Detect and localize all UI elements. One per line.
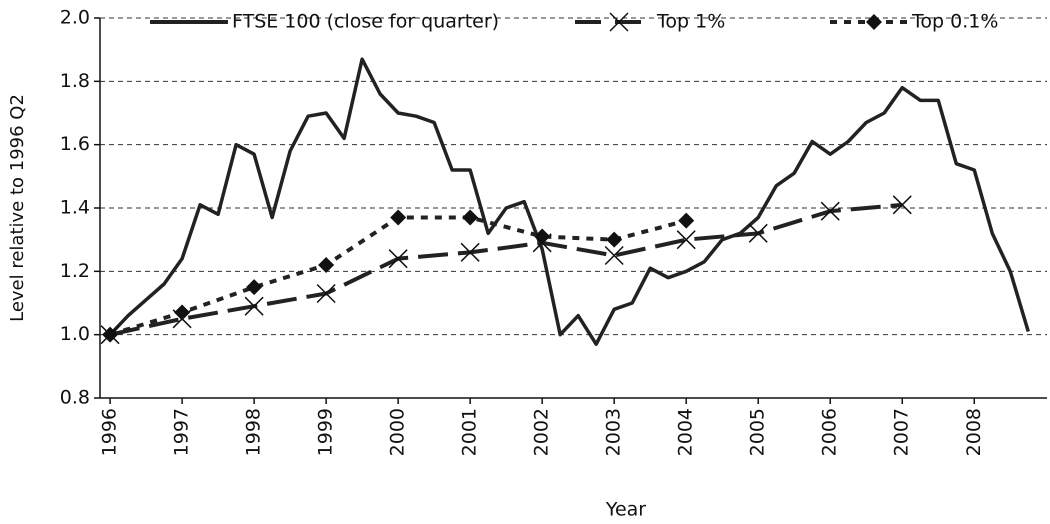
point-marker [462,209,479,226]
point-marker [534,228,551,245]
point-marker [174,304,191,321]
x-tick-label: 2006 [819,408,841,456]
x-tick-label: 2000 [387,408,409,456]
legend-entry: Top 1% [575,11,725,33]
x-tick-label: 1997 [171,408,193,456]
point-marker [748,223,768,243]
y-tick-label: 1.6 [60,133,90,155]
legend-entry: Top 0.1% [830,11,998,33]
y-axis-title: Level relative to 1996 Q2 [7,94,28,322]
point-marker [892,195,912,215]
x-tick-label: 1999 [315,408,337,456]
legend-label: Top 0.1% [911,11,998,33]
x-axis-title: Year [605,499,646,521]
y-tick-label: 1.0 [60,323,90,345]
y-tick-label: 1.2 [60,260,90,282]
y-tick-label: 1.4 [60,197,90,219]
legend-marker [609,12,629,32]
point-marker [676,230,696,250]
point-marker [460,242,480,262]
legend-entry: FTSE 100 (close for quarter) [150,11,499,33]
point-marker [316,283,336,304]
legend-label: Top 1% [656,11,725,33]
point-marker [244,296,264,316]
point-marker [606,231,623,248]
point-marker [388,249,408,269]
legend-label: FTSE 100 (close for quarter) [232,11,499,33]
x-tick-label: 2003 [603,408,625,456]
x-tick-label: 2007 [891,408,913,456]
legend-marker [866,14,882,30]
x-tick-label: 2001 [459,408,481,456]
x-tick-label: 2005 [747,408,769,456]
point-marker [820,201,840,221]
series-line [109,202,903,337]
point-marker [246,279,263,296]
x-tick-label: 2004 [675,408,697,456]
x-tick-label: 2002 [531,408,553,456]
point-marker [102,326,119,343]
x-tick-label: 1998 [243,408,265,456]
y-tick-label: 2.0 [60,7,90,29]
y-tick-label: 1.8 [60,70,90,92]
x-tick-label: 1996 [99,408,121,456]
point-marker [318,257,335,273]
point-marker [678,212,695,229]
series-line [108,57,1030,346]
x-tick-label: 2008 [963,408,985,456]
point-marker [390,209,407,226]
point-marker [604,245,624,266]
y-tick-label: 0.8 [60,387,90,409]
